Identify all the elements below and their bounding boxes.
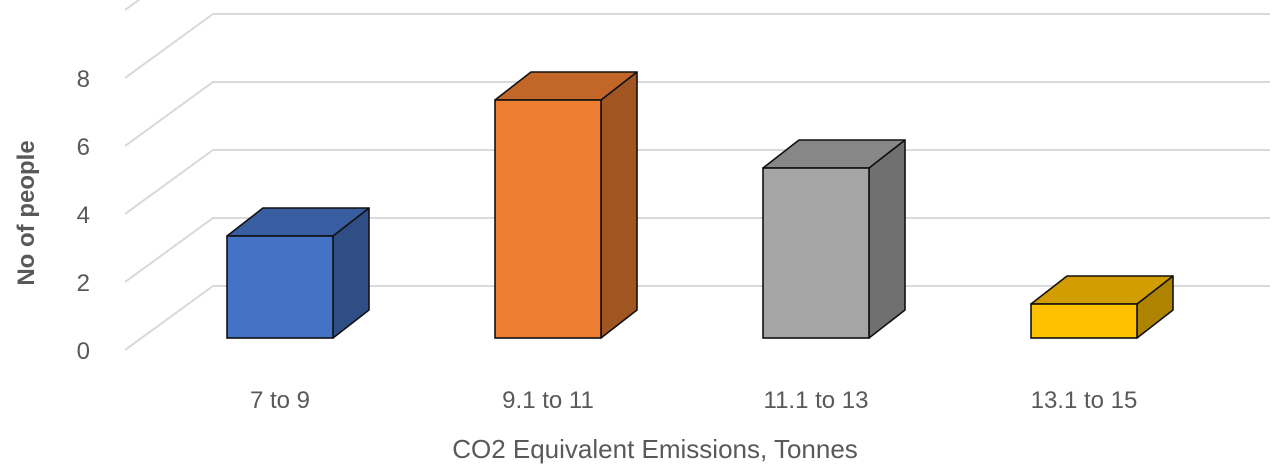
bar-side-face — [600, 71, 638, 339]
y-tick-label: 6 — [77, 134, 90, 161]
y-axis-title: No of people — [13, 140, 40, 285]
gridline — [124, 0, 141, 11]
x-category-label: 9.1 to 11 — [502, 387, 594, 414]
gridline — [124, 81, 1270, 147]
x-axis-categories: 7 to 9 9.1 to 11 11.1 to 13 13.1 to 15 — [250, 387, 1137, 414]
y-tick-label: 0 — [77, 338, 90, 365]
x-category-label: 7 to 9 — [250, 387, 310, 414]
gridline — [124, 285, 1270, 351]
bar — [1030, 275, 1174, 339]
y-tick-label: 8 — [77, 66, 90, 93]
bar — [762, 139, 906, 339]
bar-side-face — [868, 139, 906, 339]
y-tick-label: 2 — [77, 270, 90, 297]
gridline — [124, 13, 1270, 79]
gridlines — [124, 0, 1270, 351]
bar-front-face — [494, 99, 602, 339]
bars — [226, 71, 1174, 339]
x-category-label: 13.1 to 15 — [1031, 387, 1138, 414]
y-axis-ticks: 0 2 4 6 8 — [77, 66, 90, 365]
x-axis-title: CO2 Equivalent Emissions, Tonnes — [452, 434, 858, 464]
gridline — [124, 217, 1270, 283]
bar — [494, 71, 638, 339]
bar — [226, 207, 370, 339]
bar-front-face — [1030, 303, 1138, 339]
bar-front-face — [762, 167, 870, 339]
y-tick-label: 4 — [77, 202, 90, 229]
bar-front-face — [226, 235, 334, 339]
gridline — [124, 149, 1270, 215]
x-category-label: 11.1 to 13 — [764, 387, 869, 414]
